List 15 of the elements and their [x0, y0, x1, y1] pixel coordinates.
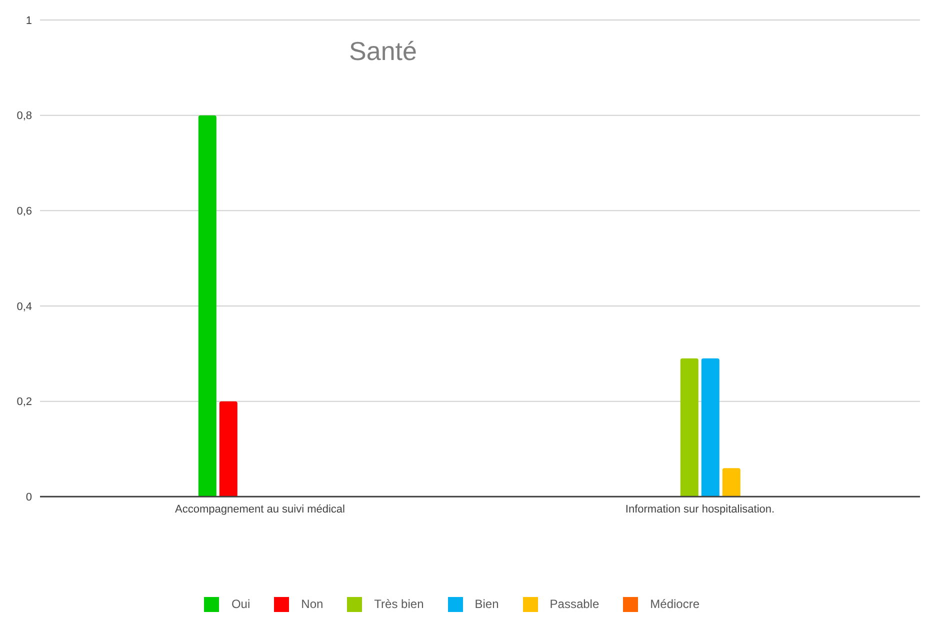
- text: Santé: [348, 36, 418, 67]
- x-tick-label: Accompagnement au suivi médical: [175, 503, 345, 516]
- y-tick-label: 0,2: [16, 396, 32, 408]
- legend-label: Bien: [474, 596, 499, 611]
- legend-label: Très bien: [374, 596, 424, 611]
- x-tick-label: Information sur hospitalisation.: [625, 503, 775, 516]
- legend-label: Oui: [231, 596, 250, 611]
- legend-label: Passable: [550, 596, 600, 611]
- y-tick-label: 0: [26, 492, 32, 504]
- y-tick-label: 1: [26, 14, 32, 27]
- y-tick-label: 0,6: [16, 206, 32, 218]
- legend-label: Non: [301, 596, 324, 611]
- legend-label: Médiocre: [650, 596, 700, 611]
- y-tick-label: 0,4: [16, 300, 32, 313]
- y-tick-label: 0,8: [16, 110, 32, 122]
